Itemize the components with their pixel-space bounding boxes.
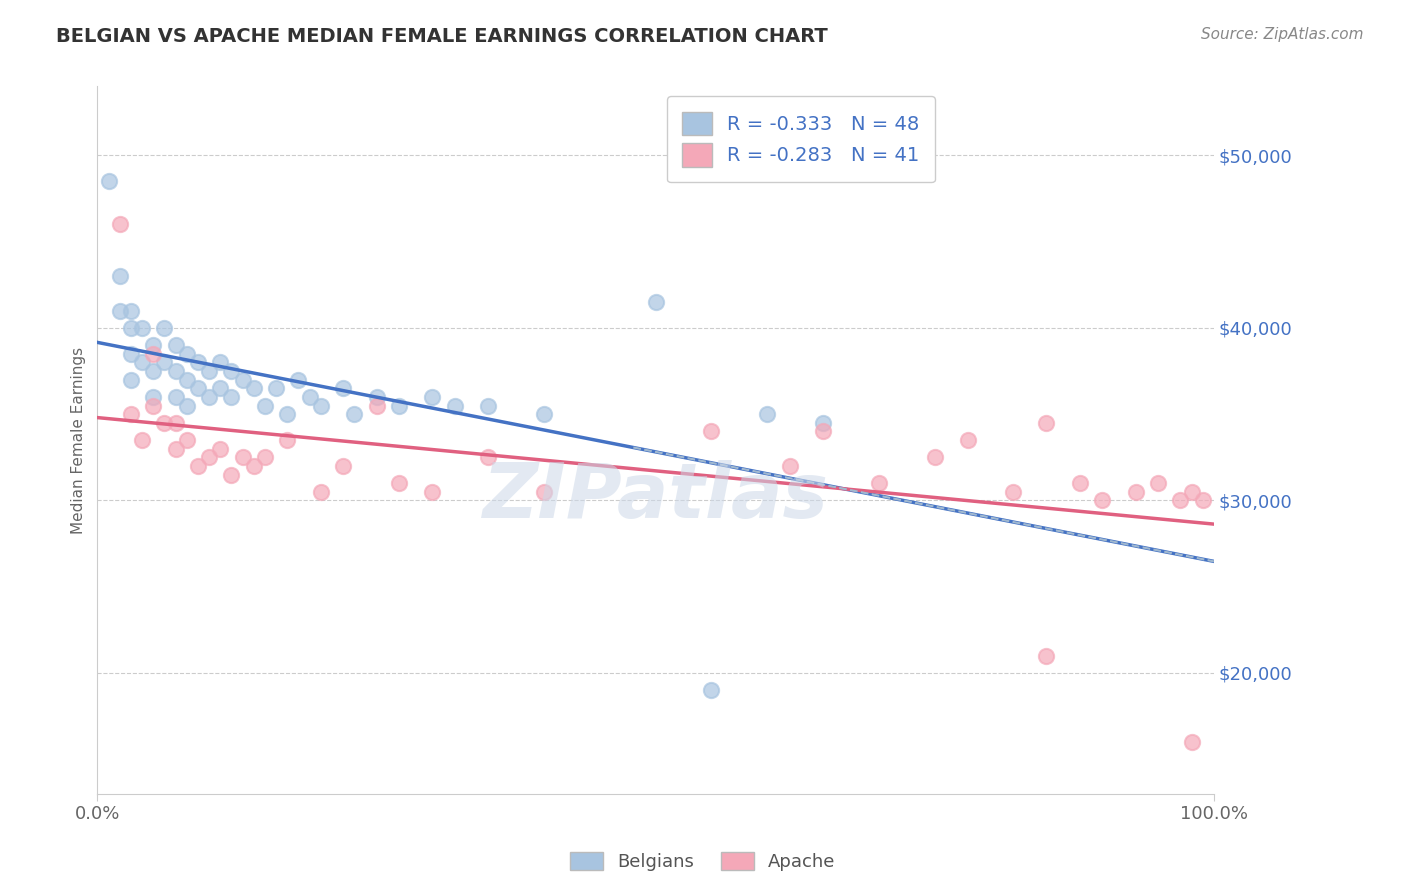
Point [811, 416, 834, 430]
Point [388, 399, 411, 413]
Point [343, 407, 366, 421]
Point [420, 484, 443, 499]
Point [287, 373, 309, 387]
Point [153, 355, 176, 369]
Point [309, 399, 332, 413]
Point [209, 442, 232, 456]
Point [120, 321, 142, 335]
Point [165, 364, 187, 378]
Point [477, 399, 499, 413]
Point [533, 484, 555, 499]
Point [1035, 648, 1057, 663]
Legend: R = -0.333   N = 48, R = -0.283   N = 41: R = -0.333 N = 48, R = -0.283 N = 41 [666, 96, 935, 183]
Point [120, 407, 142, 421]
Point [187, 381, 209, 395]
Point [165, 390, 187, 404]
Point [420, 390, 443, 404]
Point [142, 390, 165, 404]
Point [1069, 476, 1091, 491]
Point [221, 467, 243, 482]
Point [176, 373, 198, 387]
Point [108, 303, 131, 318]
Point [221, 364, 243, 378]
Point [131, 321, 153, 335]
Point [332, 458, 354, 473]
Point [131, 433, 153, 447]
Point [253, 399, 276, 413]
Point [153, 416, 176, 430]
Point [176, 347, 198, 361]
Point [120, 347, 142, 361]
Point [1170, 493, 1192, 508]
Point [1001, 484, 1024, 499]
Point [1191, 493, 1213, 508]
Point [366, 399, 388, 413]
Point [443, 399, 465, 413]
Point [924, 450, 946, 465]
Point [242, 458, 264, 473]
Point [120, 303, 142, 318]
Point [868, 476, 890, 491]
Text: ZIPatlas: ZIPatlas [482, 459, 828, 533]
Point [108, 269, 131, 284]
Point [187, 458, 209, 473]
Point [957, 433, 980, 447]
Point [811, 425, 834, 439]
Point [1181, 484, 1204, 499]
Point [1125, 484, 1147, 499]
Point [1091, 493, 1114, 508]
Point [142, 347, 165, 361]
Point [779, 458, 801, 473]
Point [221, 390, 243, 404]
Point [142, 399, 165, 413]
Point [700, 683, 723, 698]
Point [165, 416, 187, 430]
Point [276, 433, 298, 447]
Y-axis label: Median Female Earnings: Median Female Earnings [72, 346, 86, 533]
Point [142, 338, 165, 352]
Point [198, 390, 221, 404]
Point [209, 355, 232, 369]
Point [108, 218, 131, 232]
Point [1147, 476, 1170, 491]
Point [1181, 735, 1204, 749]
Point [231, 450, 253, 465]
Point [142, 364, 165, 378]
Point [187, 355, 209, 369]
Point [1035, 416, 1057, 430]
Point [276, 407, 298, 421]
Point [388, 476, 411, 491]
Point [120, 373, 142, 387]
Point [253, 450, 276, 465]
Point [756, 407, 779, 421]
Point [198, 364, 221, 378]
Point [176, 433, 198, 447]
Point [165, 442, 187, 456]
Point [176, 399, 198, 413]
Point [231, 373, 253, 387]
Point [298, 390, 321, 404]
Point [198, 450, 221, 465]
Point [332, 381, 354, 395]
Legend: Belgians, Apache: Belgians, Apache [564, 845, 842, 879]
Point [533, 407, 555, 421]
Point [644, 295, 666, 310]
Point [209, 381, 232, 395]
Point [165, 338, 187, 352]
Point [309, 484, 332, 499]
Text: BELGIAN VS APACHE MEDIAN FEMALE EARNINGS CORRELATION CHART: BELGIAN VS APACHE MEDIAN FEMALE EARNINGS… [56, 27, 828, 45]
Point [700, 425, 723, 439]
Point [97, 174, 120, 188]
Text: Source: ZipAtlas.com: Source: ZipAtlas.com [1201, 27, 1364, 42]
Point [477, 450, 499, 465]
Point [264, 381, 287, 395]
Point [242, 381, 264, 395]
Point [153, 321, 176, 335]
Point [366, 390, 388, 404]
Point [131, 355, 153, 369]
